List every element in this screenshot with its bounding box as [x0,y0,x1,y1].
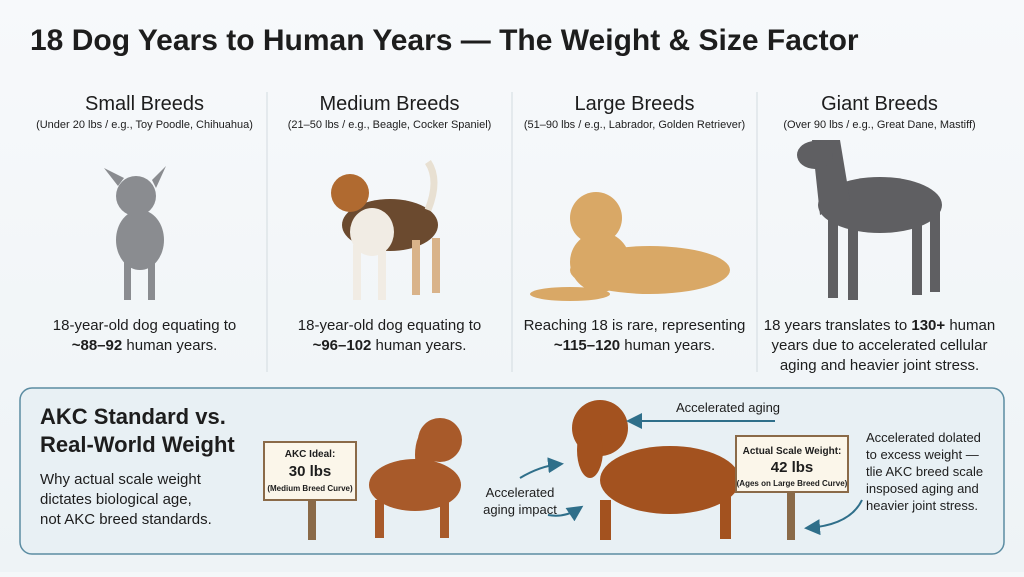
summary-segment: 130+ [911,317,945,334]
sign-post [308,500,316,540]
summary-segment: years due to accelerated cellular [772,337,988,354]
summary-segment: aging and heavier joint stress. [780,357,979,374]
summary-segment: 18-year-old dog equating to [298,317,481,334]
sign-text: AKC Ideal: [285,449,336,460]
breed-summary: years due to accelerated cellular [772,337,988,354]
breed-summary: 18-year-old dog equating to [298,317,481,334]
arrow [547,505,584,522]
note-line: heavier joint stress. [866,498,978,513]
breed-detail: (Over 90 lbs / e.g., Great Dane, Mastiff… [783,119,975,131]
medium-dog [331,160,440,300]
breed-summary: 18-year-old dog equating to [53,317,236,334]
spaniel-small [369,418,462,538]
arrow-label: Accelerated aging [676,400,780,415]
breed-summary: ~96–102 human years. [313,337,467,354]
spaniel-large [572,400,740,540]
panel-description: not AKC breed standards. [40,511,212,528]
summary-segment: ~115–120 [554,337,620,354]
panel [19,387,1005,555]
breed-summary: ~88–92 human years. [72,337,218,354]
note-line: tlie AKC breed scale [866,464,983,479]
summary-segment: ~88–92 [72,337,122,354]
breed-summary: 18 years translates to 130+ human [764,317,995,334]
panel-description: dictates biological age, [40,491,192,508]
sign-text: (Medium Breed Curve) [267,484,353,493]
arrow [519,457,564,479]
breed-summary: ~115–120 human years. [554,337,715,354]
breed-detail: (51–90 lbs / e.g., Labrador, Golden Retr… [524,119,745,131]
breed-name: Large Breeds [574,93,694,115]
panel-description: Why actual scale weight [40,471,202,488]
sign-text: Actual Scale Weight: [743,446,842,457]
breed-name: Small Breeds [85,93,204,115]
arrow-label: aging impact [483,502,557,517]
sign-board [263,441,357,501]
arrow-label: Accelerated [486,485,555,500]
summary-segment: 18 years translates to [764,317,912,334]
side-note: Accelerated dolated to excess weight — tli… [866,430,983,513]
breed-detail: (Under 20 lbs / e.g., Toy Poodle, Chihua… [36,119,253,131]
summary-segment: human years. [122,337,217,354]
note-line: to excess weight — [866,447,979,462]
sign-text: (Ages on Large Breed Curve) [737,479,848,488]
breed-name: Giant Breeds [821,93,938,115]
giant-dog [797,140,942,300]
summary-segment: 18-year-old dog equating to [53,317,236,334]
panel-title: AKC Standard vs. [40,404,226,429]
breed-summary: Reaching 18 is rare, representing [524,317,746,334]
note-line: Accelerated dolated [866,430,981,445]
arrow [804,499,863,536]
summary-segment: Reaching 18 is rare, representing [524,317,746,334]
summary-segment: human [945,317,995,334]
summary-segment: human years. [371,337,466,354]
summary-segment: human years. [620,337,715,354]
breed-name: Medium Breeds [319,93,459,115]
panel-title: Real-World Weight [40,432,235,457]
page-title: 18 Dog Years to Human Years — The Weight… [30,24,859,57]
breed-detail: (21–50 lbs / e.g., Beagle, Cocker Spanie… [288,119,492,131]
sign-text: 42 lbs [771,459,814,476]
large-dog [530,192,730,301]
sign-board [735,435,849,493]
note-line: insposed aging and [866,481,979,496]
sign-text: 30 lbs [289,463,332,480]
breed-summary: aging and heavier joint stress. [780,357,979,374]
small-dog [104,166,166,300]
sign-post [787,490,795,540]
summary-segment: ~96–102 [313,337,372,354]
breed-columns: Small Breeds (Under 20 lbs / e.g., Toy Po… [36,92,995,374]
